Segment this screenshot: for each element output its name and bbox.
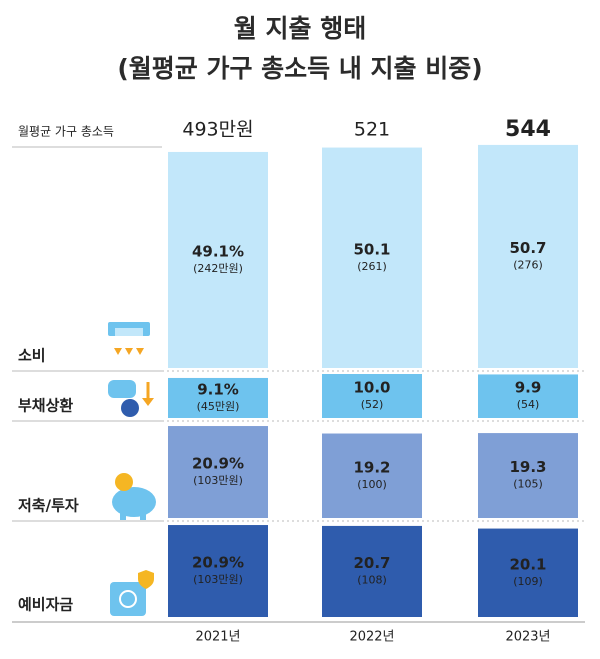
- bar-segment: [478, 433, 578, 518]
- amount-label: (242만원): [193, 262, 243, 275]
- amount-label: (45만원): [197, 400, 240, 413]
- value-label: 20.1: [509, 555, 546, 573]
- icon-reserve: [110, 570, 154, 616]
- bar-segment: [478, 144, 578, 368]
- value-label: 9.9: [515, 379, 542, 397]
- total-title: 월평균 가구 총소득: [18, 125, 114, 139]
- amount-label: (103만원): [193, 573, 243, 586]
- chart-subtitle: (월평균 가구 총소득 내 지출 비중): [117, 54, 482, 83]
- value-label: 50.7: [509, 239, 546, 257]
- amount-label: (100): [357, 478, 387, 491]
- amount-label: (276): [513, 258, 543, 271]
- bar-segment: [322, 525, 422, 617]
- value-label: 49.1%: [192, 242, 244, 260]
- bar-segment: [168, 525, 268, 617]
- x-tick-label: 2023년: [505, 630, 550, 645]
- amount-label: (52): [361, 398, 384, 411]
- icon-consumption: [108, 322, 150, 355]
- value-label: 19.2: [353, 458, 390, 476]
- value-label: 10.0: [353, 379, 390, 397]
- bar-segment: [168, 426, 268, 518]
- legend-label: 부채상환: [18, 397, 73, 415]
- amount-label: (105): [513, 478, 543, 491]
- bar-segment: [322, 374, 422, 418]
- bar-segment: [478, 528, 578, 617]
- icon-debt: [108, 380, 154, 417]
- value-label: 50.1: [353, 240, 390, 258]
- total-label: 544: [505, 117, 551, 142]
- bar-segment: [322, 147, 422, 368]
- value-label: 9.1%: [197, 380, 239, 398]
- x-tick-label: 2022년: [349, 630, 394, 645]
- value-label: 20.9%: [192, 455, 244, 473]
- amount-label: (103만원): [193, 474, 243, 487]
- value-label: 20.9%: [192, 554, 244, 572]
- bar-segment: [478, 374, 578, 418]
- total-label: 521: [354, 119, 390, 141]
- x-tick-label: 2021년: [195, 630, 240, 645]
- amount-label: (108): [357, 573, 387, 586]
- value-label: 20.7: [353, 554, 390, 572]
- amount-label: (54): [517, 398, 540, 411]
- amount-label: (109): [513, 575, 543, 588]
- total-label: 493만원: [182, 119, 253, 141]
- bar-segment: [168, 151, 268, 368]
- chart-title: 월 지출 행태: [234, 14, 366, 43]
- value-label: 19.3: [509, 458, 546, 476]
- legend-label: 저축/투자: [18, 497, 79, 515]
- bar-segment: [322, 433, 422, 518]
- icon-savings: [112, 473, 156, 520]
- legend-label: 소비: [18, 347, 46, 365]
- amount-label: (261): [357, 260, 387, 273]
- legend-label: 예비자금: [18, 596, 73, 614]
- bar-segment: [168, 377, 268, 418]
